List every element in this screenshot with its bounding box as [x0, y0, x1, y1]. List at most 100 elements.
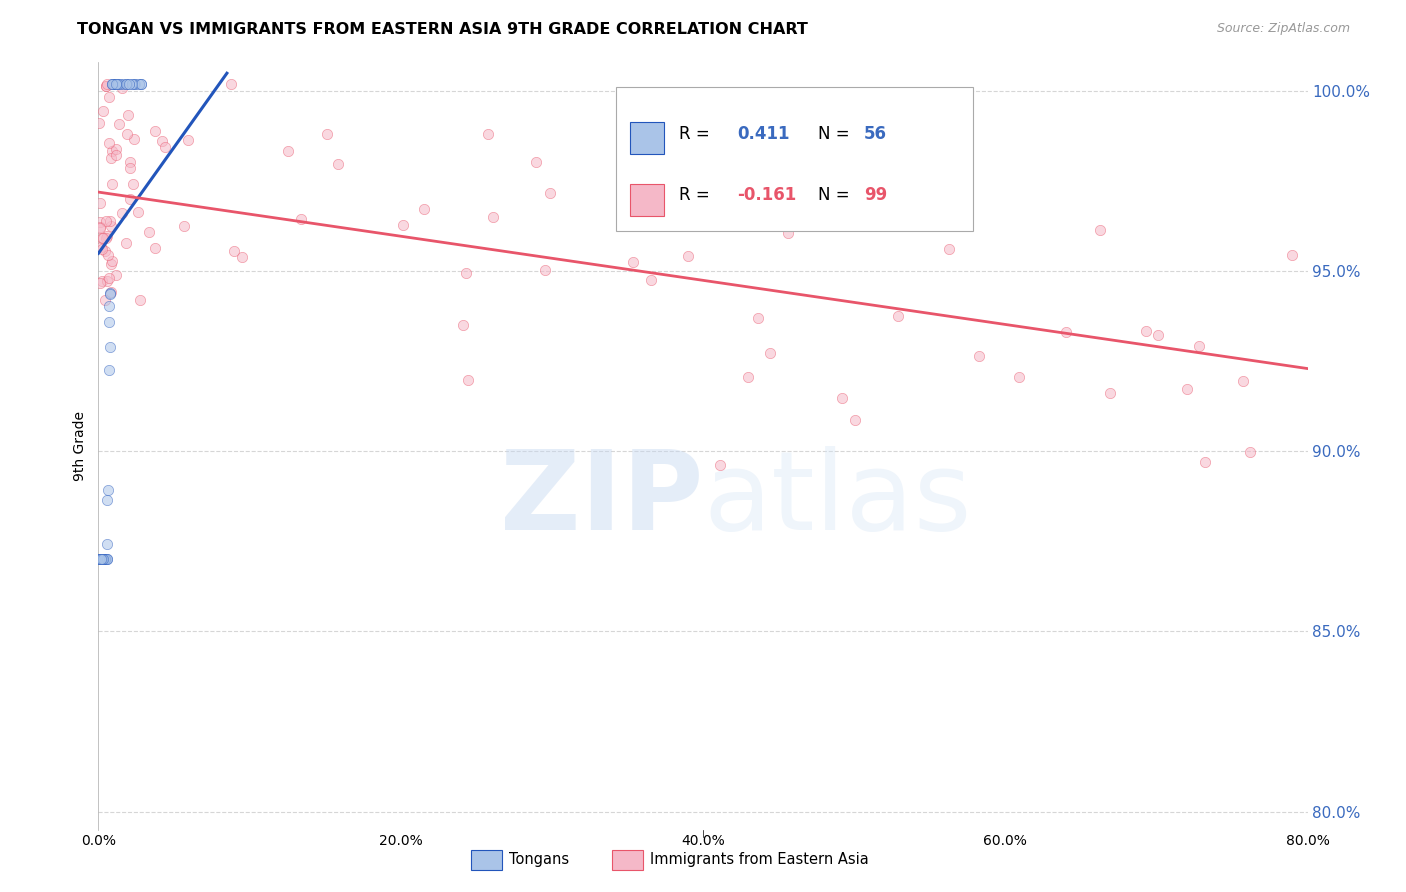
Point — [105, 147, 128, 161]
Point — [105, 268, 128, 283]
Text: atlas: atlas — [703, 446, 972, 553]
Point — [89, 116, 111, 130]
Point — [89, 221, 111, 235]
Point — [89, 552, 111, 566]
Point — [100, 285, 122, 299]
Point — [98, 362, 121, 376]
Point — [844, 413, 866, 427]
Point — [454, 266, 477, 280]
Point — [124, 77, 146, 91]
Point — [89, 195, 111, 210]
Bar — [630, 184, 664, 216]
Point — [89, 552, 111, 566]
Point — [91, 552, 114, 566]
Point — [91, 552, 114, 566]
Point — [100, 177, 122, 191]
Point — [89, 552, 111, 566]
Point — [759, 346, 782, 360]
Point — [89, 552, 111, 566]
Text: -0.161: -0.161 — [737, 186, 796, 204]
Point — [1146, 327, 1168, 342]
Point — [101, 254, 124, 268]
Point — [94, 552, 117, 566]
Point — [481, 210, 503, 224]
Point — [117, 108, 139, 122]
Point — [413, 202, 436, 217]
Point — [128, 77, 150, 91]
Point — [89, 276, 111, 290]
Point — [120, 161, 142, 176]
Point — [94, 213, 117, 227]
Point — [676, 249, 699, 263]
Point — [1175, 382, 1198, 396]
Point — [524, 155, 547, 169]
Point — [747, 310, 769, 325]
Point — [96, 537, 118, 551]
Point — [90, 552, 112, 566]
Point — [100, 219, 122, 233]
Point — [96, 552, 118, 566]
Point — [91, 231, 114, 245]
Point — [89, 219, 111, 234]
Point — [1194, 455, 1216, 469]
Point — [533, 263, 555, 277]
Point — [96, 231, 118, 245]
Point — [129, 77, 152, 91]
Point — [97, 248, 120, 262]
Point — [96, 78, 118, 93]
Point — [98, 286, 121, 301]
Point — [1232, 374, 1254, 388]
Point — [105, 77, 128, 91]
Point — [129, 77, 152, 91]
Point — [89, 552, 111, 566]
Point — [107, 117, 129, 131]
Text: N =: N = — [818, 125, 849, 143]
Point — [122, 177, 145, 191]
Text: R =: R = — [679, 186, 714, 204]
Point — [219, 77, 242, 91]
Point — [122, 131, 145, 145]
Point — [96, 274, 118, 288]
Point — [94, 244, 117, 258]
Point — [457, 373, 479, 387]
Point — [1188, 339, 1211, 353]
Point — [111, 206, 134, 220]
Point — [100, 257, 122, 271]
Point — [150, 134, 173, 148]
Point — [96, 229, 118, 244]
Point — [98, 314, 121, 328]
Point — [97, 136, 120, 150]
Point — [108, 77, 131, 91]
Point — [111, 81, 134, 95]
Point — [94, 552, 117, 566]
Point — [103, 77, 125, 91]
Point — [315, 127, 337, 141]
Point — [451, 318, 474, 333]
Point — [107, 77, 129, 91]
Point — [173, 219, 195, 233]
Point — [640, 273, 662, 287]
Point — [1008, 370, 1031, 384]
Point — [231, 250, 253, 264]
Point — [105, 77, 128, 91]
Point — [90, 552, 112, 566]
Point — [96, 77, 118, 91]
Point — [89, 552, 111, 566]
Point — [938, 242, 960, 256]
Point — [98, 271, 121, 285]
Point — [153, 140, 176, 154]
Point — [967, 350, 990, 364]
Point — [224, 244, 246, 258]
Point — [90, 552, 112, 566]
Point — [1239, 445, 1261, 459]
Point — [118, 77, 141, 91]
Point — [98, 286, 121, 301]
Point — [1098, 386, 1121, 401]
Point — [90, 552, 112, 566]
Point — [93, 552, 115, 566]
Point — [90, 552, 112, 566]
Point — [87, 552, 110, 566]
Point — [887, 309, 910, 323]
Text: 56: 56 — [863, 125, 887, 143]
Point — [138, 225, 160, 239]
